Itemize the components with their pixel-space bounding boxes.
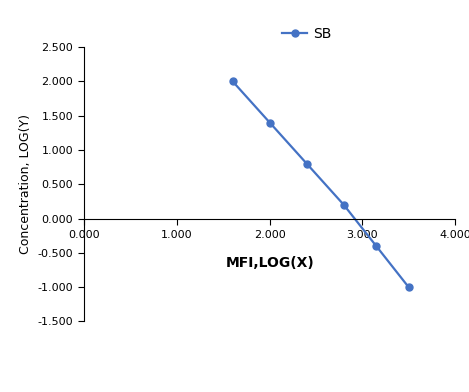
SB bbox=[267, 120, 272, 125]
SB bbox=[304, 162, 310, 166]
SB bbox=[373, 243, 379, 249]
X-axis label: MFI,LOG(X): MFI,LOG(X) bbox=[225, 256, 314, 270]
Y-axis label: Concentration, LOG(Y): Concentration, LOG(Y) bbox=[19, 114, 32, 254]
SB bbox=[406, 285, 411, 289]
Line: SB: SB bbox=[229, 78, 412, 290]
SB bbox=[341, 202, 347, 207]
SB bbox=[230, 79, 235, 84]
Legend: SB: SB bbox=[282, 27, 331, 40]
